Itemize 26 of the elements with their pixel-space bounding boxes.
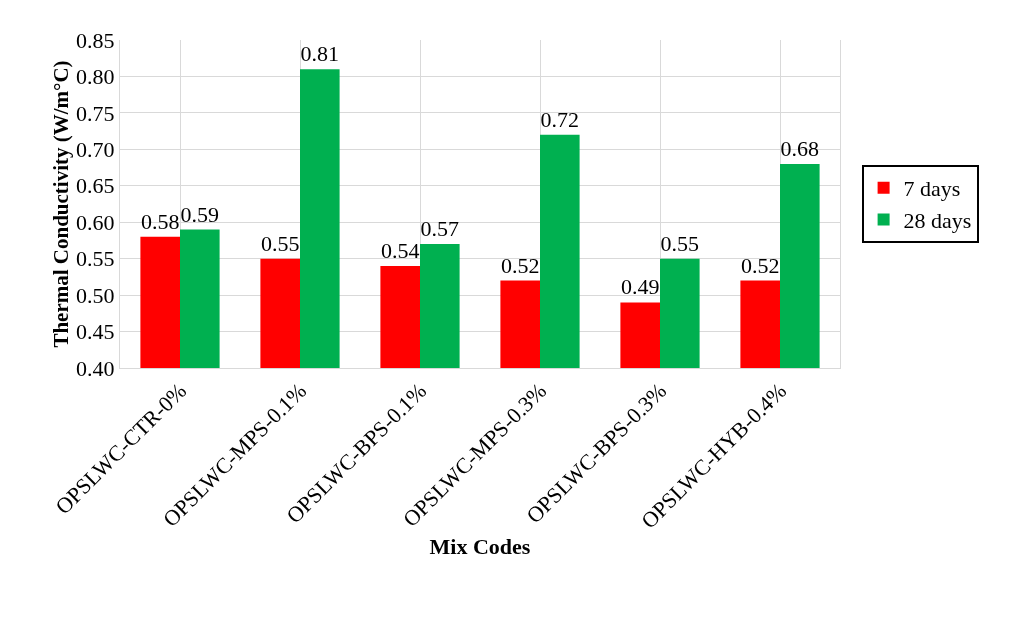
data-label: 0.49 — [620, 274, 660, 300]
legend-label: 7 days — [903, 176, 961, 202]
y-tick-label: 0.85 — [76, 27, 115, 53]
y-tick-label: 0.40 — [76, 355, 115, 381]
y-tick-label: 0.60 — [76, 209, 115, 235]
data-label: 0.54 — [380, 237, 420, 263]
y-tick-label: 0.55 — [76, 246, 115, 272]
y-tick-label: 0.70 — [76, 137, 115, 163]
data-label: 0.52 — [500, 252, 540, 278]
y-tick-label: 0.45 — [76, 319, 115, 345]
x-axis-title: Mix Codes — [429, 533, 531, 559]
y-tick-label: 0.75 — [76, 100, 115, 126]
data-label: 0.68 — [780, 135, 820, 161]
data-label: 0.58 — [140, 208, 180, 234]
y-tick-label: 0.65 — [76, 173, 115, 199]
data-label: 0.55 — [660, 230, 700, 256]
data-label: 0.57 — [420, 216, 460, 242]
data-label: 0.52 — [740, 252, 780, 278]
legend-label: 28 days — [903, 207, 972, 233]
data-label: 0.72 — [540, 106, 580, 132]
y-tick-label: 0.50 — [76, 282, 115, 308]
data-label: 0.81 — [300, 41, 340, 67]
data-label: 0.59 — [180, 201, 220, 227]
y-tick-label: 0.80 — [76, 64, 115, 90]
y-axis-title: Thermal Conductivity (W/m°C) — [49, 60, 73, 348]
data-label: 0.55 — [260, 230, 300, 256]
